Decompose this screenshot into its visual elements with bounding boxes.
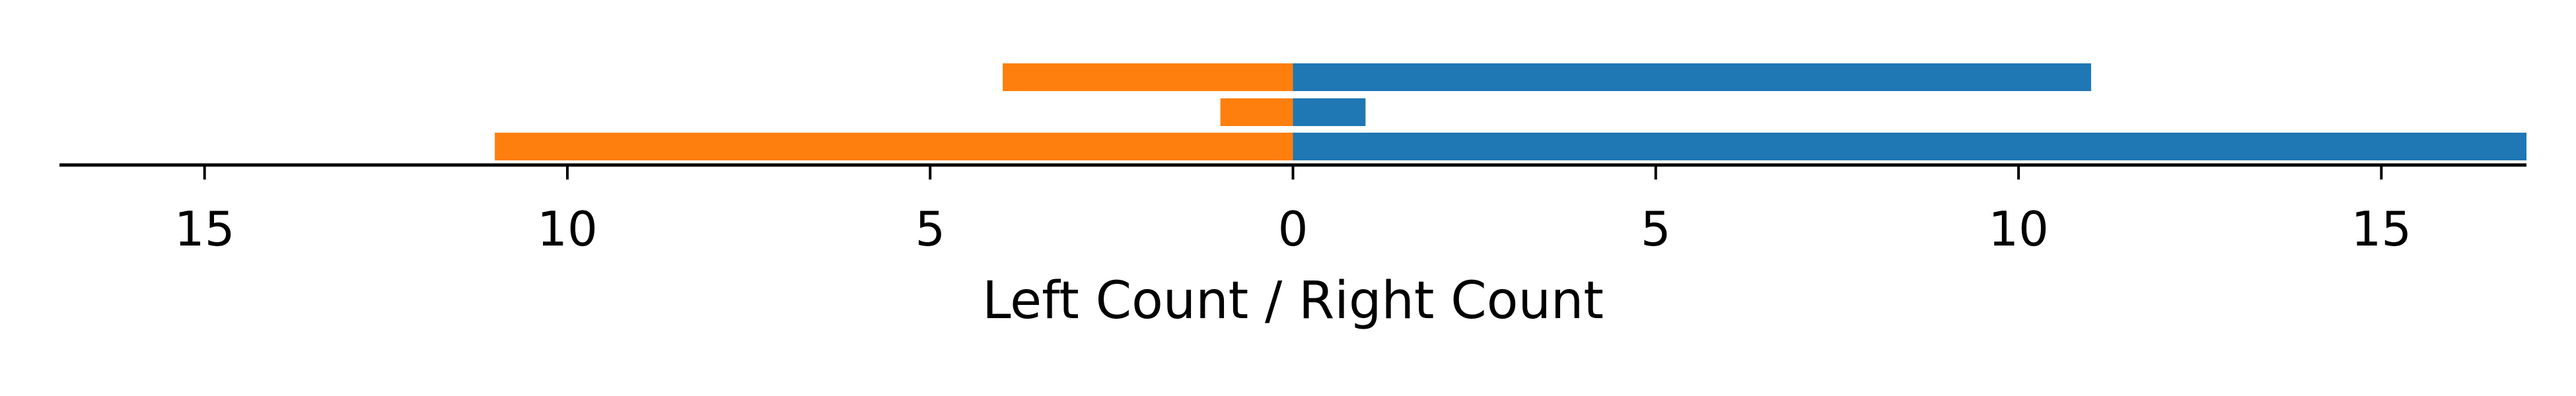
x-tick-label: 5 (915, 201, 945, 257)
x-tick-label: 5 (1641, 201, 1671, 257)
x-axis-ticks: 15 10 5 0 5 10 15 (174, 165, 2412, 257)
x-tick-label: 15 (2351, 201, 2412, 257)
left-count-bars (495, 63, 1293, 160)
x-axis-title: Left Count / Right Count (982, 271, 1604, 331)
right-count-bar (1293, 98, 1366, 126)
x-tick-label: 10 (537, 201, 598, 257)
left-count-bar (495, 133, 1293, 160)
right-count-bar (1293, 63, 2091, 91)
right-count-bars (1293, 63, 2526, 160)
left-count-bar (1220, 98, 1293, 126)
x-tick-label: 10 (1988, 201, 2049, 257)
right-count-bar (1293, 133, 2526, 160)
x-tick-label: 0 (1278, 201, 1308, 257)
x-tick-label: 15 (174, 201, 235, 257)
left-count-bar (1003, 63, 1293, 91)
